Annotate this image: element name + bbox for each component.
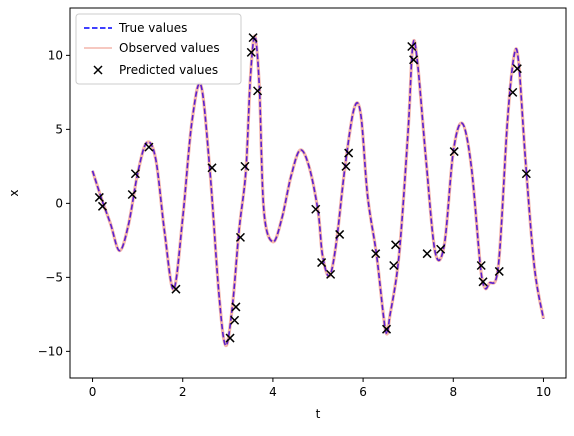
predicted-value-marker xyxy=(476,260,486,271)
marker-stroke xyxy=(235,232,245,242)
predicted-value-marker xyxy=(521,169,531,179)
marker-stroke xyxy=(130,169,140,179)
x-tick-label: 0 xyxy=(89,385,97,399)
predicted-value-marker xyxy=(253,86,263,96)
predicted-value-marker xyxy=(449,147,459,157)
predicted-value-marker xyxy=(207,163,217,173)
marker-stroke xyxy=(317,258,327,268)
predicted-value-marker xyxy=(127,189,137,200)
x-tick-label: 10 xyxy=(536,385,551,399)
predicted-value-marker xyxy=(436,244,446,254)
predicted-value-marker xyxy=(391,240,401,250)
predicted-value-marker xyxy=(235,232,245,242)
marker-stroke xyxy=(512,64,522,74)
predicted-value-marker xyxy=(97,201,107,211)
predicted-value-marker xyxy=(422,249,432,259)
y-axis-label: x xyxy=(7,189,21,196)
predicted-value-marker xyxy=(371,249,381,259)
predicted-value-marker xyxy=(171,284,181,294)
legend-predicted-values-swatch xyxy=(93,65,103,75)
marker-stroke xyxy=(521,169,531,179)
predicted-value-marker xyxy=(144,142,154,152)
legend: True values Observed values Predicted va… xyxy=(75,13,242,85)
predicted-value-marker xyxy=(311,204,321,214)
marker-stroke xyxy=(508,87,518,97)
marker-stroke xyxy=(127,189,137,200)
predicted-value-marker xyxy=(478,277,488,287)
marker-stroke xyxy=(371,249,381,259)
marker-stroke xyxy=(144,142,154,152)
x-axis-label: t xyxy=(316,407,321,421)
predicted-value-marker xyxy=(248,33,258,43)
marker-stroke xyxy=(344,148,354,158)
predicted-value-marker xyxy=(230,315,240,325)
predicted-value-marker xyxy=(494,266,504,276)
x-tick-label: 4 xyxy=(269,385,277,399)
marker-stroke xyxy=(335,229,345,239)
marker-stroke xyxy=(207,163,217,173)
legend-frame xyxy=(75,13,242,85)
marker-stroke xyxy=(253,86,263,96)
marker-stroke xyxy=(97,201,107,211)
x-tick-label: 6 xyxy=(359,385,367,399)
marker-stroke xyxy=(391,240,401,250)
predicted-value-marker xyxy=(335,229,345,239)
predicted-value-marker xyxy=(94,192,104,202)
y-tick-label: 10 xyxy=(48,48,63,62)
x-tick-label: 2 xyxy=(179,385,187,399)
predicted-value-marker xyxy=(512,64,522,74)
predicted-value-marker xyxy=(225,333,235,343)
marker-stroke xyxy=(246,47,256,57)
marker-stroke xyxy=(225,333,235,343)
marker-stroke xyxy=(476,260,486,271)
marker-stroke xyxy=(171,284,181,294)
y-tick-label: −10 xyxy=(38,344,63,358)
marker-stroke xyxy=(407,41,417,52)
marker-stroke xyxy=(422,249,432,259)
predicted-value-marker xyxy=(326,269,336,279)
predicted-value-marker xyxy=(246,47,256,57)
marker-stroke xyxy=(436,244,446,254)
y-tick-label: 0 xyxy=(55,196,63,210)
predicted-value-marker xyxy=(317,258,327,268)
legend-true-values-label: True values xyxy=(118,21,187,35)
legend-observed-values-label: Observed values xyxy=(119,41,220,55)
marker-stroke xyxy=(341,161,351,171)
predicted-value-marker xyxy=(231,302,241,312)
marker-stroke xyxy=(326,269,336,279)
marker-stroke xyxy=(94,192,104,202)
marker-stroke xyxy=(409,55,419,65)
true-values-line xyxy=(91,35,545,347)
marker-stroke xyxy=(382,324,392,334)
predicted-value-marker xyxy=(407,41,417,52)
marker-stroke xyxy=(389,260,399,271)
marker-stroke xyxy=(449,147,459,157)
marker-stroke xyxy=(240,161,250,171)
y-axis: −10 −5 0 5 10 xyxy=(38,48,70,358)
marker-stroke xyxy=(494,266,504,276)
marker-stroke xyxy=(248,33,258,43)
legend-predicted-values-label: Predicted values xyxy=(119,63,218,77)
predicted-value-marker xyxy=(341,161,351,171)
marker-stroke xyxy=(230,315,240,325)
marker-stroke xyxy=(231,302,241,312)
x-tick-label: 8 xyxy=(449,385,457,399)
predicted-value-marker xyxy=(240,161,250,171)
predicted-value-marker xyxy=(508,87,518,97)
marker-stroke xyxy=(311,204,321,214)
marker-stroke xyxy=(478,277,488,287)
predicted-value-marker xyxy=(389,260,399,271)
y-tick-label: −5 xyxy=(45,270,63,284)
true-values-layer xyxy=(91,35,545,347)
predicted-values-layer xyxy=(94,33,531,343)
predicted-value-marker xyxy=(409,55,419,65)
x-axis: 0 2 4 6 8 10 xyxy=(89,378,551,399)
plot-frame xyxy=(69,7,567,379)
predicted-value-marker xyxy=(130,169,140,179)
y-tick-label: 5 xyxy=(55,122,63,136)
predicted-value-marker xyxy=(382,324,392,334)
predicted-value-marker xyxy=(344,148,354,158)
